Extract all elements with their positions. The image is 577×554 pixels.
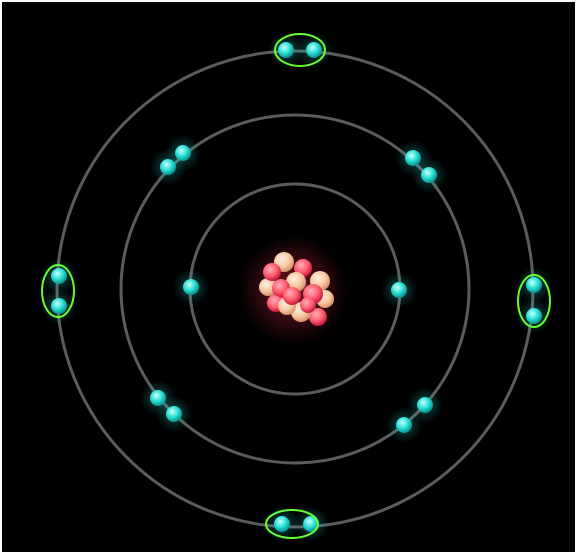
electron-shell-1 [183,279,199,295]
nucleus-particle [300,297,316,313]
electron-shell-2 [166,406,182,422]
nucleus-particle [283,287,301,305]
electron-shell-2 [421,167,437,183]
pair-highlights [41,33,551,539]
electron-shell-3 [526,308,542,324]
electron-shell-3 [274,516,290,532]
electron-shell-3 [303,516,319,532]
electron-shell-1 [391,282,407,298]
nucleus-particle [286,272,306,292]
pair-highlight-top [274,33,326,67]
nucleus-particle [259,278,277,296]
pair-highlight-left [41,264,75,318]
electron-shell-3 [51,268,67,284]
electrons-group [41,32,552,542]
electron-shell-3 [526,277,542,293]
electron-shell-2 [396,417,412,433]
pair-highlight-bottom [265,509,319,539]
nucleus [238,235,348,345]
pair-highlight-right [517,274,551,328]
nucleus-particle [263,263,281,281]
electron-shell-2 [175,145,191,161]
electron-shell-3 [278,42,294,58]
orbit-shell-2 [119,113,471,465]
electron-shell-3 [306,42,322,58]
nucleus-particle [309,308,327,326]
electron-shell-2 [417,397,433,413]
electron-shell-3 [51,298,67,314]
